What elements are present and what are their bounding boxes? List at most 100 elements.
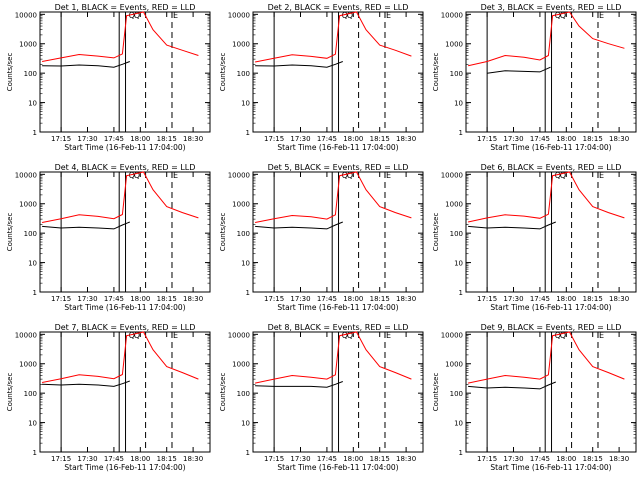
y-tick-label: 100 bbox=[237, 390, 250, 398]
x-tick-label: 17:45 bbox=[104, 295, 124, 303]
y-axis-label: Counts/sec bbox=[219, 373, 227, 412]
series-events bbox=[42, 221, 130, 230]
panel-title: Det 4, BLACK = Events, RED = LLD bbox=[55, 163, 196, 172]
interval-marker: Q bbox=[129, 11, 135, 20]
x-tick-label: 18:30 bbox=[396, 295, 416, 303]
y-tick-label: 1000 bbox=[445, 41, 463, 49]
interval-marker: Q bbox=[342, 331, 348, 340]
y-tick-label: 1000 bbox=[19, 41, 37, 49]
interval-marker: Q bbox=[342, 11, 348, 20]
interval-marker: Q bbox=[347, 331, 353, 340]
plot-frame bbox=[465, 331, 637, 453]
x-tick-label: 18:30 bbox=[183, 295, 203, 303]
y-tick-label: 1 bbox=[459, 289, 463, 297]
interval-marker: E bbox=[386, 171, 391, 180]
x-tick-label: 17:30 bbox=[77, 135, 97, 143]
series-events bbox=[42, 61, 130, 68]
y-tick-label: 10 bbox=[28, 260, 37, 268]
series-lld bbox=[467, 331, 625, 384]
y-tick-label: 10 bbox=[454, 100, 463, 108]
x-axis-label: Start Time (16-Feb-11 17:04:00) bbox=[277, 143, 398, 152]
x-axis-label: Start Time (16-Feb-11 17:04:00) bbox=[277, 303, 398, 312]
series-events bbox=[468, 381, 556, 390]
interval-marker: E bbox=[386, 11, 391, 20]
panel-det-8: Det 8, BLACK = Events, RED = LLD 1 10 100 10… bbox=[219, 323, 424, 472]
interval-marker: Q bbox=[347, 171, 353, 180]
panel-det-5: Det 5, BLACK = Events, RED = LLD 1 10 100 10… bbox=[219, 163, 424, 312]
x-tick-label: 17:30 bbox=[503, 295, 523, 303]
y-tick-label: 1000 bbox=[19, 201, 37, 209]
interval-marker: Q bbox=[129, 331, 135, 340]
x-tick-label: 17:45 bbox=[530, 295, 550, 303]
x-tick-label: 18:00 bbox=[130, 295, 150, 303]
x-tick-label: 17:15 bbox=[51, 135, 71, 143]
y-tick-label: 100 bbox=[24, 70, 37, 78]
interval-marker: Q bbox=[560, 171, 566, 180]
y-tick-label: 10000 bbox=[228, 171, 250, 179]
x-tick-label: 17:15 bbox=[477, 455, 497, 463]
x-tick-label: 18:00 bbox=[343, 455, 363, 463]
interval-marker: Q bbox=[555, 11, 561, 20]
x-axis-label: Start Time (16-Feb-11 17:04:00) bbox=[490, 463, 611, 472]
y-tick-label: 1 bbox=[33, 449, 37, 457]
interval-marker: Q bbox=[129, 171, 135, 180]
panel-det-4: Det 4, BLACK = Events, RED = LLD 1 10 100 10… bbox=[6, 163, 211, 312]
y-tick-label: 10 bbox=[241, 420, 250, 428]
series-events bbox=[255, 381, 343, 388]
interval-marker: Q bbox=[555, 331, 561, 340]
series-events bbox=[487, 66, 551, 74]
plot-frame bbox=[252, 171, 424, 293]
panel-det-7: Det 7, BLACK = Events, RED = LLD 1 10 100 10… bbox=[6, 323, 211, 472]
plot-frame bbox=[465, 11, 637, 133]
plot-frame bbox=[39, 331, 211, 453]
panel-title: Det 7, BLACK = Events, RED = LLD bbox=[55, 323, 196, 332]
y-tick-label: 100 bbox=[24, 390, 37, 398]
y-tick-label: 100 bbox=[450, 390, 463, 398]
interval-marker: E bbox=[599, 331, 604, 340]
x-tick-label: 17:45 bbox=[317, 455, 337, 463]
panel-title: Det 2, BLACK = Events, RED = LLD bbox=[268, 3, 409, 12]
y-tick-label: 1 bbox=[246, 129, 250, 137]
y-tick-label: 10000 bbox=[441, 171, 463, 179]
x-tick-label: 18:15 bbox=[583, 295, 603, 303]
plot-frame bbox=[39, 171, 211, 293]
y-tick-label: 10000 bbox=[15, 11, 37, 19]
y-tick-label: 1 bbox=[33, 129, 37, 137]
x-tick-label: 18:30 bbox=[396, 135, 416, 143]
x-tick-label: 18:00 bbox=[130, 135, 150, 143]
x-axis-label: Start Time (16-Feb-11 17:04:00) bbox=[277, 463, 398, 472]
panel-title: Det 3, BLACK = Events, RED = LLD bbox=[481, 3, 622, 12]
interval-marker: Q bbox=[560, 11, 566, 20]
y-tick-label: 100 bbox=[24, 230, 37, 238]
y-tick-label: 10000 bbox=[15, 331, 37, 339]
x-tick-label: 17:45 bbox=[104, 455, 124, 463]
x-tick-label: 18:00 bbox=[556, 135, 576, 143]
y-tick-label: 10 bbox=[454, 260, 463, 268]
x-tick-label: 17:45 bbox=[530, 135, 550, 143]
interval-marker: Q bbox=[342, 171, 348, 180]
interval-marker: Q bbox=[134, 331, 140, 340]
plot-frame bbox=[465, 171, 637, 293]
y-axis-label: Counts/sec bbox=[432, 213, 440, 252]
interval-marker: E bbox=[173, 11, 178, 20]
y-tick-label: 1 bbox=[246, 289, 250, 297]
x-tick-label: 18:15 bbox=[583, 135, 603, 143]
interval-marker: Q bbox=[560, 331, 566, 340]
panel-title: Det 1, BLACK = Events, RED = LLD bbox=[55, 3, 196, 12]
x-tick-label: 17:15 bbox=[264, 455, 284, 463]
interval-marker: Q bbox=[134, 11, 140, 20]
y-axis-label: Counts/sec bbox=[6, 373, 14, 412]
panel-det-9: Det 9, BLACK = Events, RED = LLD 1 10 100 10… bbox=[432, 323, 637, 472]
x-axis-label: Start Time (16-Feb-11 17:04:00) bbox=[490, 143, 611, 152]
interval-marker: Q bbox=[555, 171, 561, 180]
y-tick-label: 1 bbox=[246, 449, 250, 457]
x-axis-label: Start Time (16-Feb-11 17:04:00) bbox=[490, 303, 611, 312]
plot-frame bbox=[39, 11, 211, 133]
plot-frame bbox=[252, 11, 424, 133]
series-events bbox=[255, 221, 343, 230]
x-tick-label: 18:30 bbox=[609, 295, 629, 303]
y-tick-label: 100 bbox=[450, 230, 463, 238]
x-tick-label: 17:30 bbox=[290, 295, 310, 303]
y-tick-label: 1000 bbox=[232, 361, 250, 369]
x-tick-label: 18:30 bbox=[183, 135, 203, 143]
